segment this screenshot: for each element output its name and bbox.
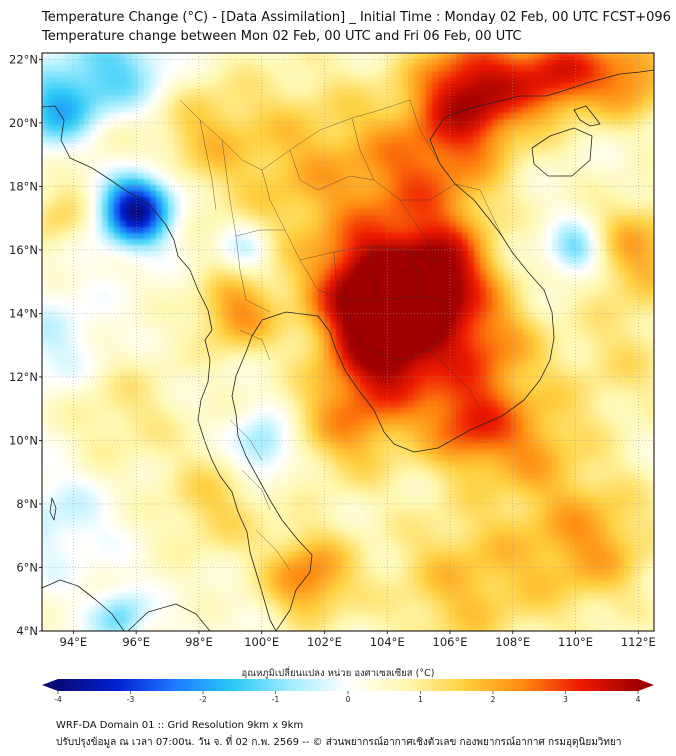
island-andaman xyxy=(49,497,57,521)
lat-tick-label: 16°N xyxy=(9,243,38,257)
lat-tick-label: 6°N xyxy=(16,560,38,574)
longitude-labels: 94°E 96°E 98°E 100°E 102°E 104°E 106°E 108°E 110… xyxy=(60,631,656,649)
coastline-peninsula-south xyxy=(127,603,211,631)
map-title: Temperature Change (°C) - [Data Assimila… xyxy=(42,10,671,25)
colorbar-tick-label: 4 xyxy=(636,695,641,704)
coastlines xyxy=(42,69,654,631)
colorbar-tick-label: 0 xyxy=(346,695,351,704)
lat-tick-label: 10°N xyxy=(9,433,38,447)
lat-tick-label: 12°N xyxy=(9,370,38,384)
lon-tick-label: 102°E xyxy=(307,635,342,649)
coastline-leizhou xyxy=(573,105,601,127)
colorbar-tick-label: 2 xyxy=(491,695,496,704)
lon-tick-label: 98°E xyxy=(185,635,213,649)
colorbar-extend-high xyxy=(638,679,654,691)
map-frame xyxy=(41,52,655,632)
lon-tick-label: 108°E xyxy=(495,635,530,649)
colorbar-title: อุณหภูมิเปลี่ยนแปลง หน่วย องศาเซลเซียส (… xyxy=(241,668,435,679)
graticule xyxy=(42,53,654,631)
colorbar-ticks: -4 -3 -2 -1 0 1 2 3 4 xyxy=(54,691,641,704)
lon-tick-label: 94°E xyxy=(60,635,88,649)
colorbar-tick-label: 3 xyxy=(563,695,568,704)
lat-tick-label: 8°N xyxy=(16,497,38,511)
colorbar xyxy=(58,679,638,691)
footer-model-info: WRF-DA Domain 01 :: Grid Resolution 9km … xyxy=(56,720,304,731)
colorbar-tick-label: -4 xyxy=(54,695,62,704)
lat-tick-label: 20°N xyxy=(9,116,38,130)
coastline-vietnam xyxy=(383,69,654,453)
latitude-labels: 22°N 20°N 18°N 16°N 14°N 12°N 10°N 8°N 6°N 4°N xyxy=(9,52,42,638)
lon-tick-label: 100°E xyxy=(244,635,279,649)
lat-tick-label: 18°N xyxy=(9,179,38,193)
temperature-field xyxy=(42,53,654,631)
footer-credit: ปรับปรุงข้อมูล ณ เวลา 07:00น. วัน จ. ที่… xyxy=(56,737,622,748)
colorbar-tick-label: -2 xyxy=(199,695,207,704)
coastline-mainland xyxy=(42,105,277,631)
lat-tick-label: 4°N xyxy=(16,624,38,638)
lon-tick-label: 112°E xyxy=(621,635,656,649)
lon-tick-label: 110°E xyxy=(558,635,593,649)
lat-tick-label: 22°N xyxy=(9,52,38,66)
lon-tick-label: 104°E xyxy=(370,635,405,649)
coastline-sumatra xyxy=(42,579,125,631)
map-subtitle: Temperature change between Mon 02 Feb, 0… xyxy=(42,29,522,44)
lon-tick-label: 106°E xyxy=(433,635,468,649)
lon-tick-label: 96°E xyxy=(122,635,150,649)
colorbar-tick-label: 1 xyxy=(418,695,423,704)
colorbar-extend-low xyxy=(42,679,58,691)
province-borders xyxy=(179,99,503,571)
coastline-gulf-west xyxy=(231,311,385,631)
coastline-hainan xyxy=(531,127,593,177)
colorbar-tick-label: -3 xyxy=(127,695,135,704)
colorbar-tick-label: -1 xyxy=(272,695,280,704)
lat-tick-label: 14°N xyxy=(9,306,38,320)
